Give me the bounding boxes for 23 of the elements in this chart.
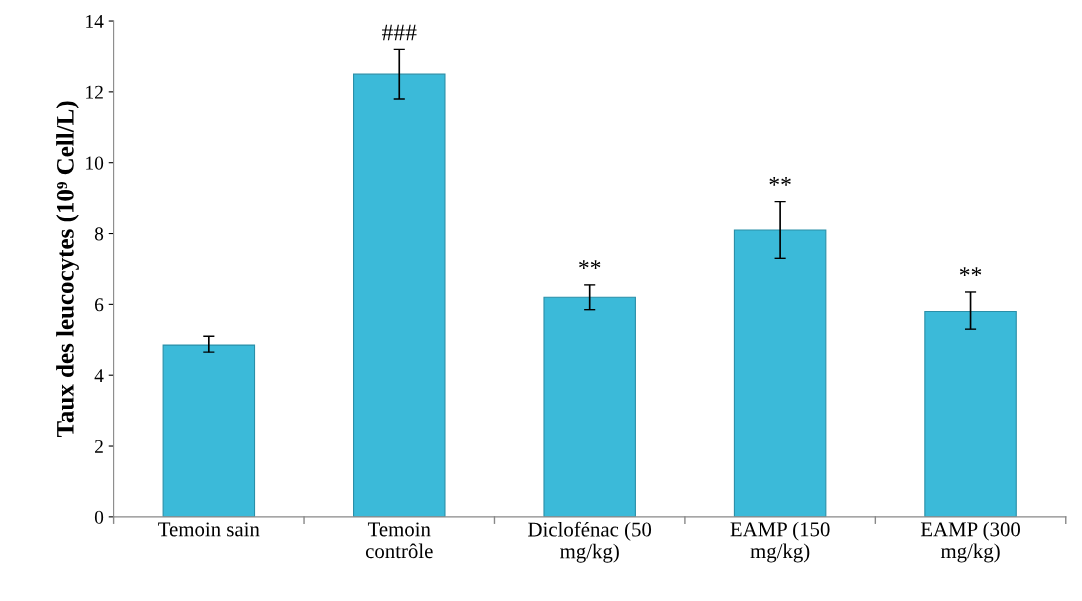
annotation: **	[959, 267, 982, 276]
y-tick-label: 8	[94, 227, 104, 241]
x-tick-label: EAMP (300 mg/kg)	[920, 521, 1021, 563]
x-tick-label: Temoin contrôle	[365, 522, 433, 559]
y-tick-label: 2	[95, 439, 103, 453]
bar	[733, 229, 827, 517]
y-tick-label: 4	[94, 369, 104, 382]
annotation: ###	[381, 24, 417, 41]
x-tick-label: Diclofénac (50 mg/kg)	[528, 521, 652, 563]
y-tick-label: 10	[86, 156, 104, 170]
y-tick-label: 6	[95, 298, 104, 312]
bar	[162, 344, 256, 517]
annotation: **	[769, 177, 791, 186]
bar	[543, 296, 636, 517]
bar	[924, 310, 1017, 517]
y-tick-label: 14	[86, 14, 104, 28]
y-tick-label: 12	[86, 85, 103, 99]
x-tick-label: EAMP (150 mg/kg)	[730, 521, 830, 563]
x-tick-label: Temoin sain	[158, 522, 260, 537]
annotation: **	[579, 260, 601, 269]
y-tick-label: 0	[94, 510, 104, 524]
bar	[352, 73, 446, 517]
y-axis-title: Taux des leucocytes (10⁹ Cell/L)	[56, 101, 79, 438]
